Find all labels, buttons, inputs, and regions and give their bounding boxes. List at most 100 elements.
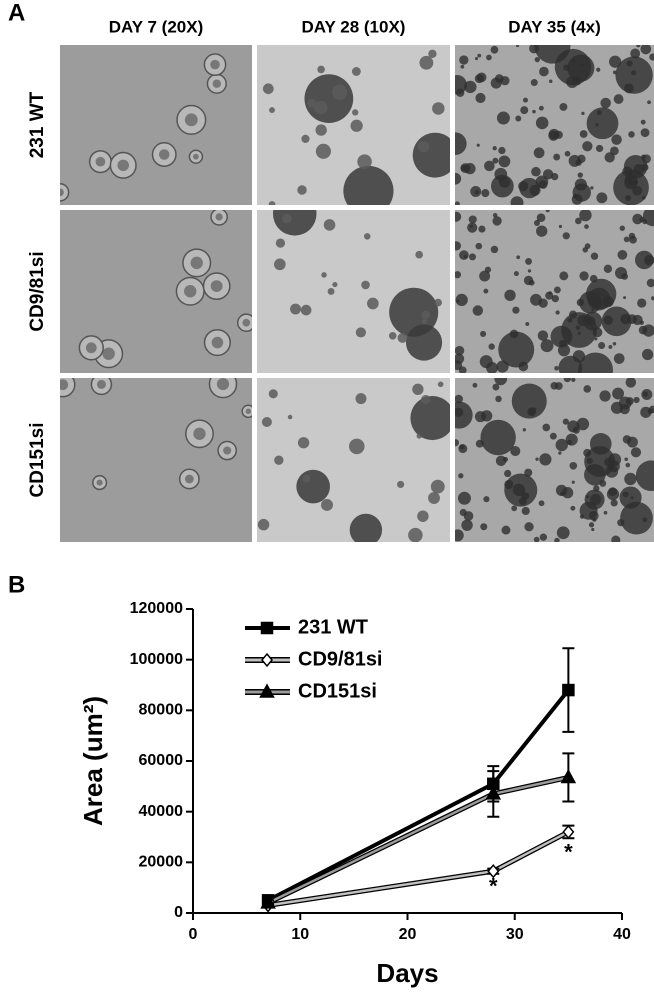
colony — [459, 55, 469, 65]
colony — [478, 225, 486, 233]
colony — [538, 500, 545, 507]
colony — [630, 48, 641, 59]
colony — [578, 352, 613, 373]
colony — [504, 479, 514, 490]
colony — [477, 53, 482, 58]
colony — [633, 164, 645, 175]
cell-core — [211, 336, 224, 349]
colony — [579, 271, 589, 281]
colony — [601, 306, 632, 337]
colony — [455, 394, 463, 404]
colony — [571, 194, 583, 205]
colony — [367, 297, 379, 310]
colony — [589, 274, 598, 283]
colony — [537, 330, 549, 341]
colony — [611, 134, 622, 145]
colony — [492, 213, 498, 218]
y-tick-label: 0 — [174, 904, 183, 921]
colony — [455, 241, 462, 251]
colony — [421, 310, 431, 320]
colony — [629, 235, 637, 244]
colony — [586, 316, 596, 326]
colony — [455, 529, 464, 542]
colony — [317, 65, 325, 74]
colony — [296, 469, 330, 504]
colony — [617, 249, 628, 260]
colony — [624, 457, 628, 462]
column-header: DAY 28 (10X) — [302, 17, 406, 36]
cell-core — [184, 113, 198, 127]
cell-core — [85, 342, 97, 354]
x-tick-label: 10 — [291, 926, 309, 943]
micrograph — [257, 210, 450, 373]
micrograph — [60, 45, 252, 205]
colony — [529, 45, 540, 54]
row-label: CD9/81si — [27, 251, 48, 331]
colony — [608, 345, 613, 349]
colony — [350, 119, 363, 132]
colony — [595, 144, 604, 153]
colony — [577, 331, 581, 335]
micrograph — [257, 378, 450, 542]
colony — [474, 411, 486, 423]
colony — [619, 225, 625, 231]
colony — [495, 395, 502, 403]
cell-core — [190, 256, 203, 270]
colony — [558, 224, 563, 229]
colony — [536, 225, 548, 237]
colony — [569, 461, 578, 470]
colony — [562, 418, 569, 425]
colony — [343, 165, 394, 205]
colony — [511, 505, 518, 512]
line — [267, 830, 569, 907]
colony — [631, 70, 637, 76]
colony — [625, 462, 631, 468]
colony — [583, 448, 592, 457]
colony — [591, 527, 595, 532]
row-label: 231 WT — [27, 91, 48, 158]
cell-core — [242, 318, 251, 327]
colony — [468, 253, 477, 261]
colony — [550, 381, 559, 390]
colony — [564, 150, 571, 157]
colony — [637, 298, 647, 308]
colony — [389, 287, 439, 337]
colony — [559, 102, 568, 111]
colony — [457, 491, 471, 505]
colony — [352, 109, 359, 116]
colony — [480, 419, 516, 456]
colony — [472, 382, 478, 388]
colony — [594, 337, 598, 341]
colony — [421, 395, 431, 405]
colony — [563, 378, 572, 383]
colony — [460, 164, 467, 171]
colony — [612, 70, 617, 75]
colony — [624, 472, 637, 486]
point — [260, 894, 276, 909]
x-axis-label: Days — [376, 958, 438, 988]
cell — [60, 182, 70, 202]
colony — [557, 344, 571, 357]
colony — [560, 491, 565, 496]
colony — [642, 517, 648, 523]
colony — [530, 79, 538, 87]
colony — [275, 238, 286, 248]
colony — [397, 332, 408, 343]
colony — [515, 115, 522, 122]
colony — [492, 216, 502, 226]
colony — [274, 258, 286, 271]
colony — [476, 143, 480, 147]
colony — [428, 49, 437, 58]
colony — [315, 143, 331, 159]
colony — [641, 348, 654, 361]
colony — [575, 217, 582, 225]
colony — [593, 485, 600, 492]
colony — [583, 385, 592, 393]
colony — [410, 396, 450, 441]
point — [487, 864, 500, 879]
colony — [408, 527, 423, 542]
colony — [492, 146, 497, 151]
cell-core — [102, 347, 115, 360]
colony — [430, 479, 445, 494]
colony — [484, 160, 495, 172]
